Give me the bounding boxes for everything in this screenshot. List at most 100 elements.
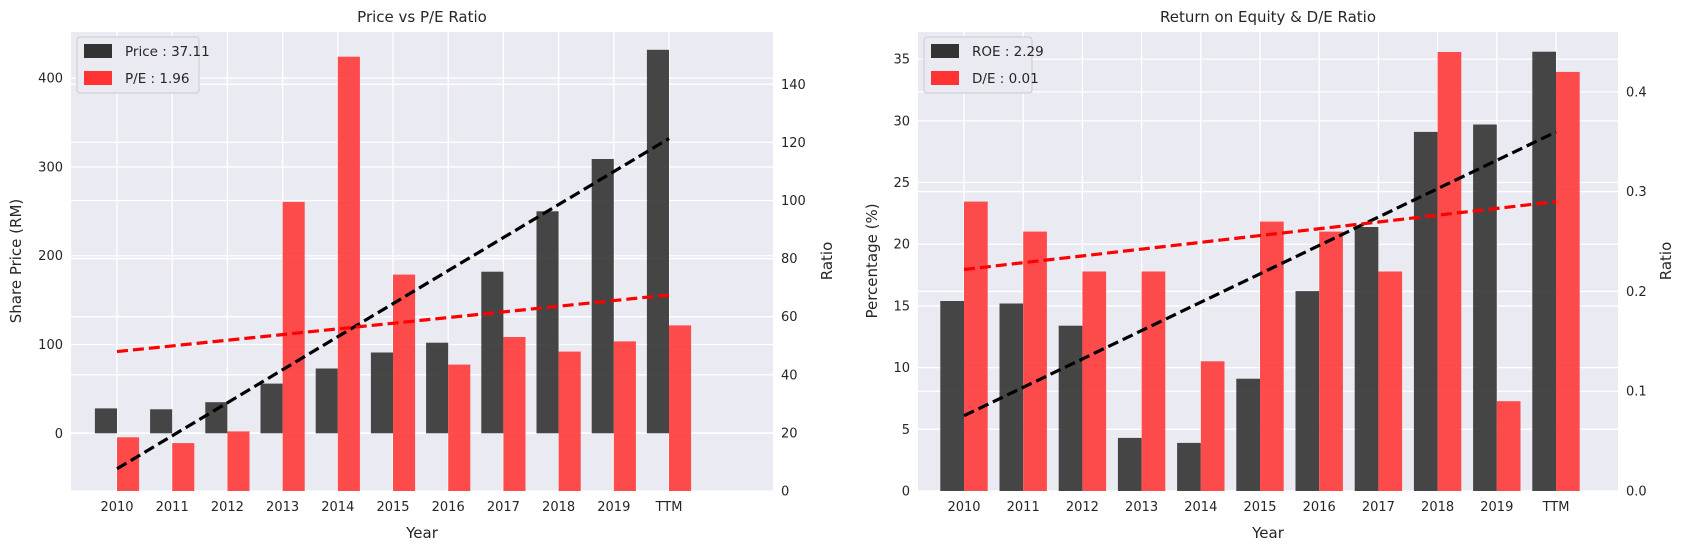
y-tick-label: 300 xyxy=(38,160,63,175)
bar-primary-2016 xyxy=(426,342,449,434)
chart-price-pe: 2010 2011 2012 2013 2014 2015 2016 2017 2018 2019… xyxy=(7,8,836,542)
bar-primary-ttm xyxy=(646,49,669,434)
y-tick-label: 20 xyxy=(893,238,910,253)
legend-label-pe: P/E : 1.96 xyxy=(125,71,189,87)
x-tick-label: 2018 xyxy=(1421,500,1454,515)
y-tick-label-right: 0.1 xyxy=(1626,385,1647,400)
y-tick-label-right: 20 xyxy=(781,426,798,441)
x-tick-labels: 2010 2011 2012 2013 2014 2015 2016 2017 2018 2019… xyxy=(947,500,1569,515)
bar-secondary-2016 xyxy=(448,364,471,491)
bar-primary-2015 xyxy=(1236,378,1260,491)
bar-primary-2017 xyxy=(1354,227,1379,491)
bar-primary-2015 xyxy=(370,352,393,434)
y-tick-label-right: 60 xyxy=(781,310,798,325)
bars xyxy=(94,49,692,491)
y-axis-label-right: Ratio xyxy=(1657,242,1675,281)
bar-primary-2011 xyxy=(150,409,173,434)
x-axis-label: Year xyxy=(1251,524,1285,542)
legend-label-de: D/E : 0.01 xyxy=(972,71,1039,87)
x-tick-label: 2018 xyxy=(542,500,575,515)
bar-secondary-2013 xyxy=(282,201,305,491)
bar-primary-2013 xyxy=(260,383,283,434)
x-tick-label: 2012 xyxy=(1066,500,1099,515)
bar-secondary-ttm xyxy=(1556,71,1580,492)
bar-secondary-2019 xyxy=(1496,401,1521,491)
x-tick-label: 2013 xyxy=(266,500,299,515)
bar-secondary-2011 xyxy=(172,443,195,491)
y-tick-label-right: 40 xyxy=(781,368,798,383)
y-tick-label: 0 xyxy=(902,485,910,500)
bar-secondary-2018 xyxy=(558,351,581,491)
y-tick-label: 100 xyxy=(38,338,63,353)
trend-line-secondary xyxy=(963,200,1557,272)
x-tick-label: 2010 xyxy=(100,500,133,515)
bar-secondary-2011 xyxy=(1023,231,1047,491)
x-tick-label: 2013 xyxy=(1125,500,1158,515)
bar-secondary-2015 xyxy=(1260,221,1284,491)
x-tick-label: 2015 xyxy=(376,500,409,515)
legend-label-price: Price : 37.11 xyxy=(125,44,210,60)
y-tick-label-right: 0.2 xyxy=(1626,285,1647,300)
x-tick-label: TTM xyxy=(655,500,683,515)
bar-secondary-2016 xyxy=(1319,231,1343,491)
x-tick-label: 2019 xyxy=(597,500,630,515)
bar-primary-2010 xyxy=(94,408,117,434)
bar-secondary-2015 xyxy=(393,274,416,491)
y-tick-label-right: 100 xyxy=(781,194,806,209)
trend-line-primary xyxy=(116,137,670,471)
y-tick-labels-left: 0 100 200 300 400 xyxy=(38,72,63,442)
x-axis-label: Year xyxy=(405,524,439,542)
bar-primary-2012 xyxy=(1058,325,1083,491)
legend-swatch-pe xyxy=(84,71,112,85)
y-tick-label: 200 xyxy=(38,249,63,264)
y-axis-label-right: Ratio xyxy=(818,242,836,281)
x-tick-label: TTM xyxy=(1542,500,1570,515)
bar-primary-2012 xyxy=(205,402,228,434)
bar-secondary-2019 xyxy=(613,341,636,491)
x-tick-label: 2016 xyxy=(432,500,465,515)
y-tick-labels-right: 0 20 40 60 80 100 120 140 xyxy=(781,78,806,500)
trend-lines xyxy=(963,130,1557,418)
bar-primary-2017 xyxy=(481,271,504,434)
x-tick-label: 2011 xyxy=(156,500,189,515)
chart-title: Return on Equity & D/E Ratio xyxy=(1160,8,1376,26)
x-tick-label: 2014 xyxy=(321,500,354,515)
y-tick-labels-left: 0 5 10 15 20 25 30 35 xyxy=(893,53,910,500)
trend-line-primary xyxy=(963,130,1557,418)
bar-secondary-2017 xyxy=(503,337,526,491)
bar-secondary-ttm xyxy=(669,325,692,491)
y-tick-label: 25 xyxy=(893,176,910,191)
bar-secondary-2012 xyxy=(1082,271,1107,491)
y-tick-label-right: 0.3 xyxy=(1626,185,1647,200)
bars xyxy=(940,51,1580,492)
y-tick-label-right: 140 xyxy=(781,78,806,93)
x-tick-label: 2017 xyxy=(1362,500,1395,515)
x-tick-label: 2012 xyxy=(211,500,244,515)
y-tick-labels-right: 0.0 0.1 0.2 0.3 0.4 xyxy=(1626,85,1647,499)
bar-secondary-2013 xyxy=(1141,271,1166,491)
y-tick-label-right: 0.4 xyxy=(1626,85,1647,100)
bar-primary-2013 xyxy=(1117,437,1142,491)
legend: ROE : 2.29 D/E : 0.01 xyxy=(923,36,1044,94)
bar-primary-ttm xyxy=(1532,51,1556,491)
bar-primary-2018 xyxy=(1413,131,1438,491)
legend-swatch-de xyxy=(931,71,959,85)
bar-secondary-2014 xyxy=(337,56,360,491)
x-tick-label: 2015 xyxy=(1243,500,1276,515)
y-tick-label: 400 xyxy=(38,72,63,87)
bar-primary-2019 xyxy=(1473,124,1497,491)
x-tick-labels: 2010 2011 2012 2013 2014 2015 2016 2017 2018 2019… xyxy=(100,500,682,515)
x-tick-label: 2016 xyxy=(1303,500,1336,515)
y-tick-label: 0 xyxy=(55,427,63,442)
bar-primary-2018 xyxy=(536,211,559,434)
bar-secondary-2014 xyxy=(1200,361,1225,491)
trend-line-secondary xyxy=(116,293,670,354)
y-tick-label: 35 xyxy=(893,53,910,68)
bar-primary-2019 xyxy=(591,159,614,434)
bar-secondary-2017 xyxy=(1378,271,1403,491)
x-tick-label: 2010 xyxy=(947,500,980,515)
bar-primary-2014 xyxy=(1177,442,1201,491)
bar-primary-2011 xyxy=(999,303,1024,491)
y-tick-label: 5 xyxy=(902,423,910,438)
